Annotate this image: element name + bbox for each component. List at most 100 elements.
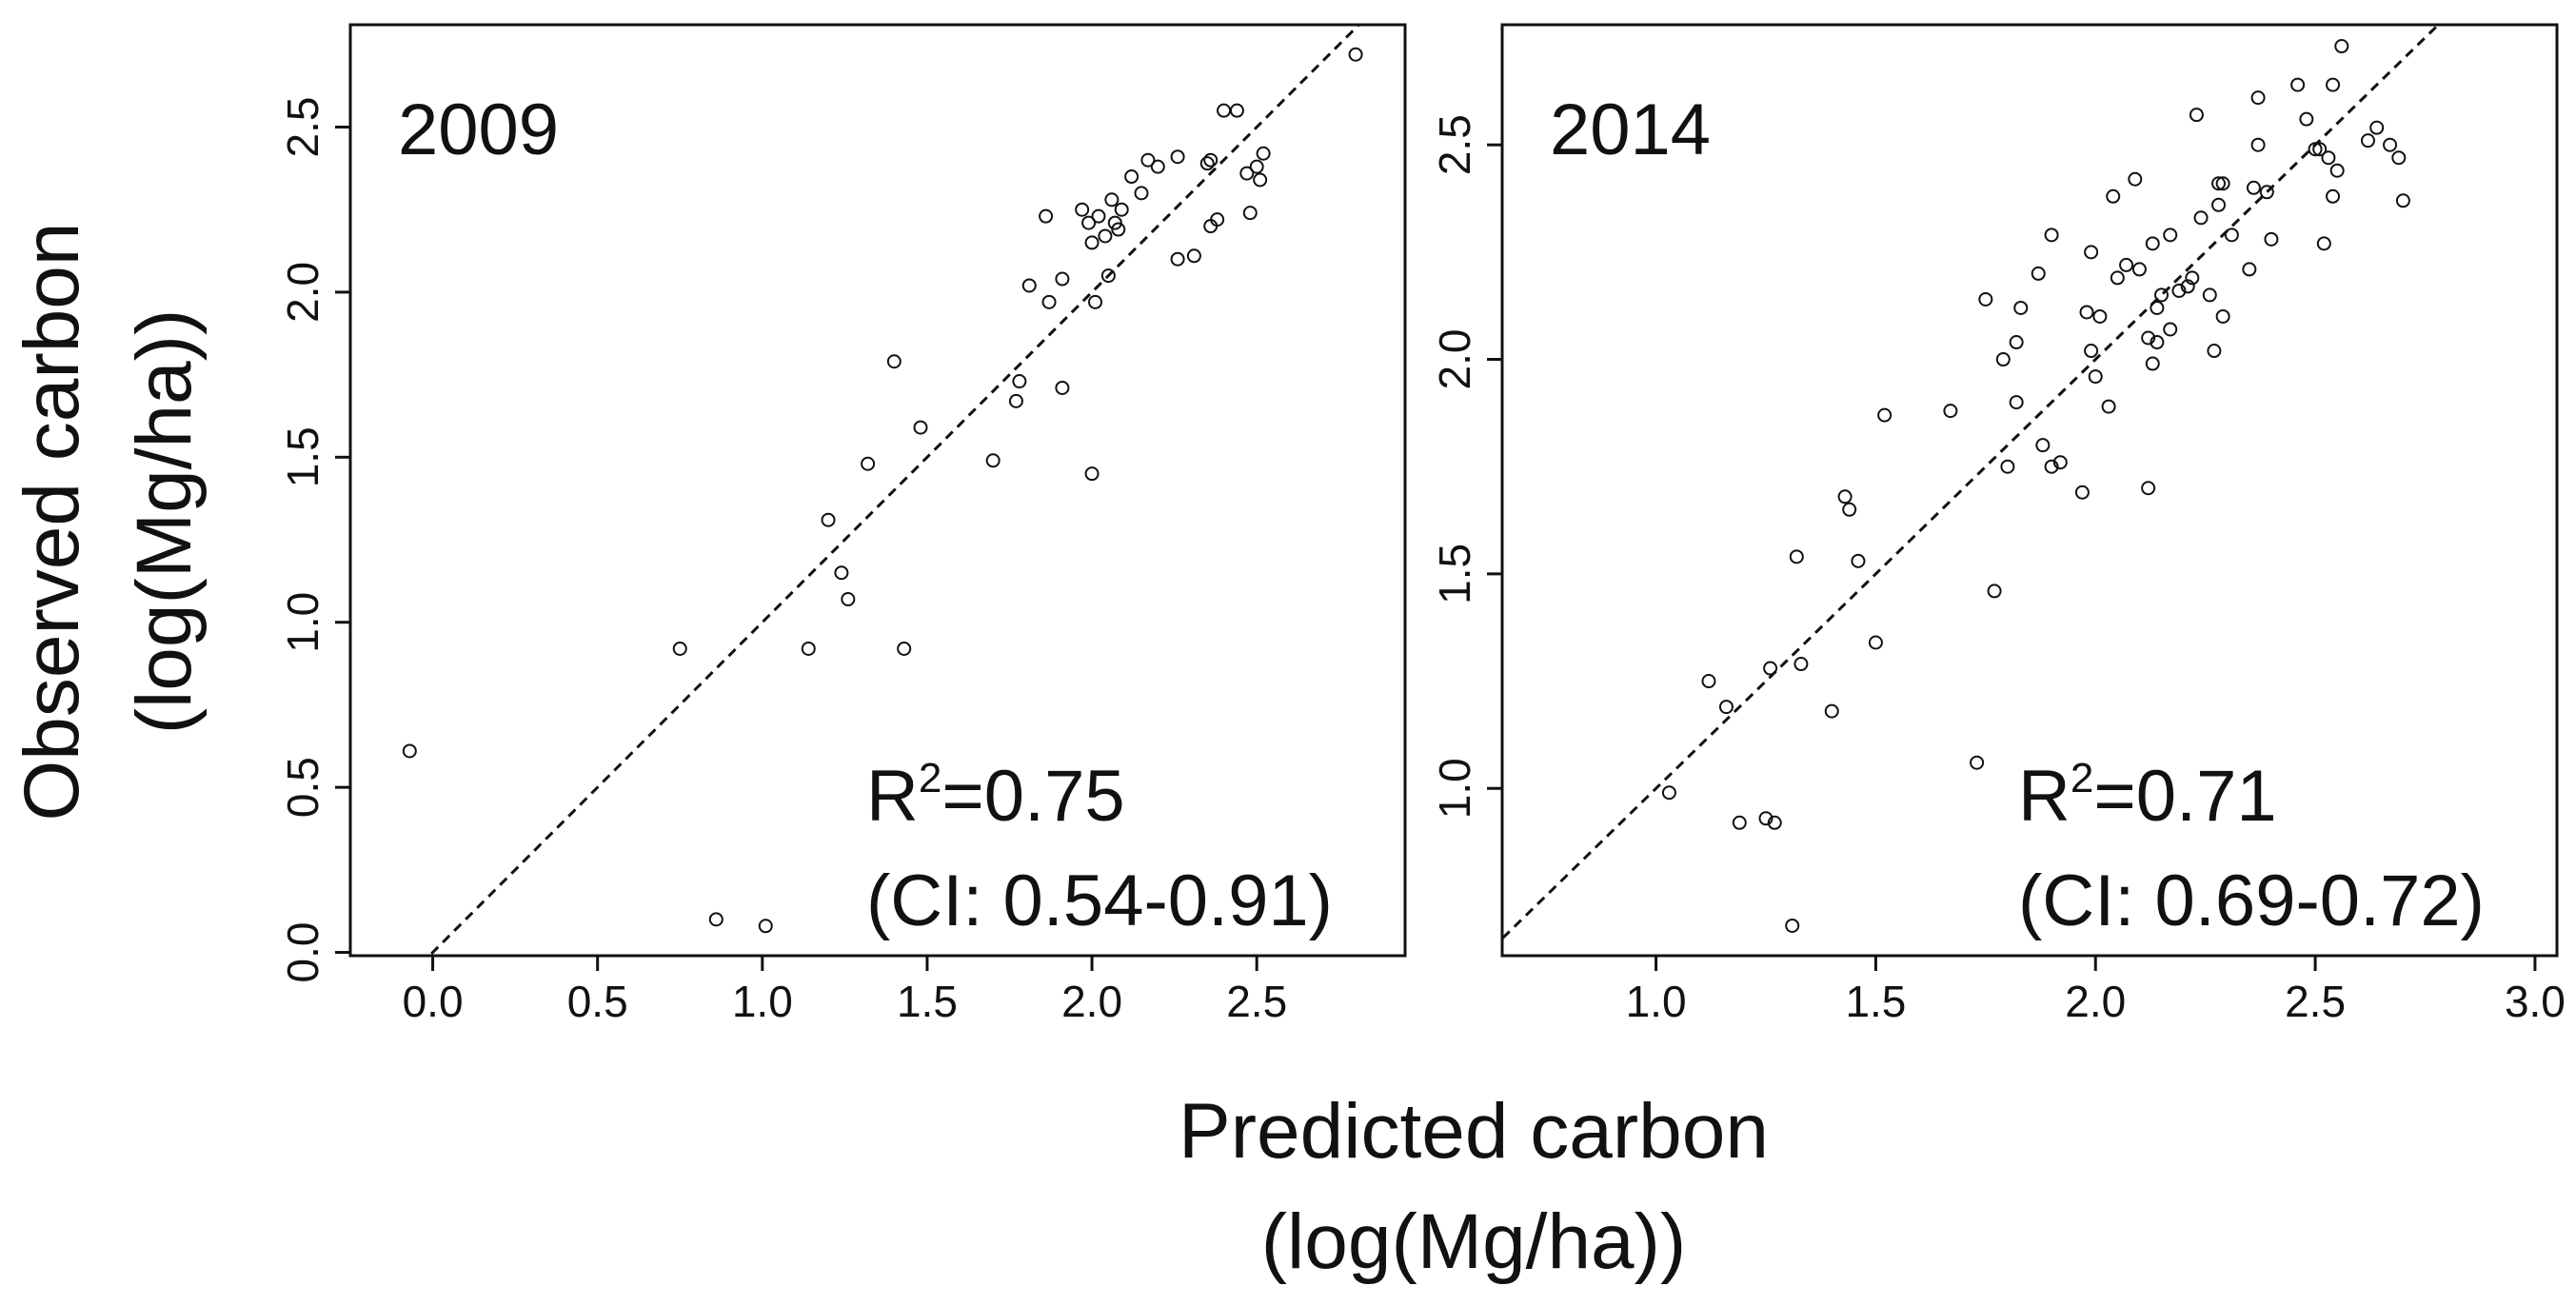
data-point [2163,322,2178,337]
data-point [1150,159,1165,174]
y-tick-label: 1.5 [278,426,327,487]
data-point [1055,271,1070,287]
y-tick-label: 2.5 [1430,114,1479,175]
data-point [1767,815,1782,830]
data-point [2079,305,2094,320]
data-point [708,912,723,927]
data-point [1718,700,1734,715]
data-point [1793,657,1809,672]
data-point [1186,248,1201,264]
data-point [1210,212,1225,228]
data-point [402,743,417,759]
data-point [2000,459,2015,474]
data-point [2215,308,2230,324]
data-point [2326,188,2341,204]
data-point [1851,553,1866,568]
y-tick-label: 2.0 [278,262,327,323]
data-point [1239,166,1255,181]
data-point [1824,703,1839,719]
data-point [2145,236,2160,251]
data-point [1107,215,1122,230]
data-point [2141,481,2156,496]
data-point [2035,438,2051,453]
data-point [2308,142,2323,157]
data-point [2246,180,2261,195]
data-point [2171,283,2187,298]
data-point [2242,262,2257,277]
data-point [1970,755,1985,770]
y-tick-label: 0.0 [278,922,327,983]
data-point [1091,208,1106,224]
data-point [1084,235,1100,250]
data-point [1348,47,1363,62]
data-point [1008,393,1023,408]
data-point [2383,137,2398,152]
y-tick-label: 0.5 [278,757,327,818]
data-point [1039,208,1054,224]
data-point [1203,152,1219,168]
data-point [1088,294,1103,309]
data-point [801,641,816,656]
data-point [2299,111,2314,127]
panel-year-label: 2009 [398,89,559,170]
data-point [1104,192,1120,208]
y-tick-label: 2.5 [278,97,327,158]
data-point [1134,186,1149,201]
data-point [758,919,773,934]
plot-frame [1500,23,2559,958]
data-point [2259,185,2274,200]
data-point [2031,266,2046,281]
data-point [1170,149,1185,165]
data-point [1012,374,1027,389]
data-point [2163,228,2178,243]
x-tick-label: 0.5 [567,977,628,1026]
data-point [2084,245,2099,260]
data-point [1789,549,1804,564]
data-point [985,453,1001,468]
data-point [1877,407,1892,423]
y-tick-label: 1.0 [278,592,327,653]
data-point [1837,489,1853,505]
data-point [2150,335,2165,350]
data-point [2044,228,2059,243]
data-point [2074,485,2090,500]
data-point [2084,344,2099,359]
x-tick-label: 1.5 [897,977,958,1026]
data-point [1249,159,1264,174]
data-point [1081,215,1097,230]
data-point [2334,39,2349,54]
data-point [2088,369,2103,385]
data-point [2207,344,2222,359]
r-squared-label: R2=0.75 [866,755,1125,837]
x-tick-label: 2.0 [2065,977,2126,1026]
data-point [1732,815,1747,830]
data-point [1995,352,2011,367]
r-squared-label: R2=0.71 [2018,755,2277,837]
data-point [1217,103,1232,118]
data-point [2250,90,2266,106]
data-point [2250,137,2266,152]
data-point [2360,133,2375,148]
data-point [2013,300,2029,315]
data-point [2052,455,2068,470]
data-point [841,591,856,606]
x-tick-label: 0.0 [403,977,464,1026]
data-point [821,512,836,527]
x-axis-title-line1: Predicted carbon [1179,1088,1769,1175]
data-point [1763,661,1778,676]
data-point [2202,287,2217,303]
data-point [2329,163,2345,178]
data-point [897,641,912,656]
data-point [2369,120,2385,135]
data-point [2101,399,2116,414]
data-point [1978,291,1993,307]
x-tick-label: 1.5 [1845,977,1906,1026]
confidence-interval-label: (CI: 0.69-0.72) [2018,861,2485,941]
data-point [2312,142,2328,157]
data-point [2141,330,2156,346]
plot-frame [348,23,1407,958]
y-tick-label: 1.5 [1430,544,1479,604]
data-point [1140,152,1156,168]
data-point [1868,635,1883,650]
